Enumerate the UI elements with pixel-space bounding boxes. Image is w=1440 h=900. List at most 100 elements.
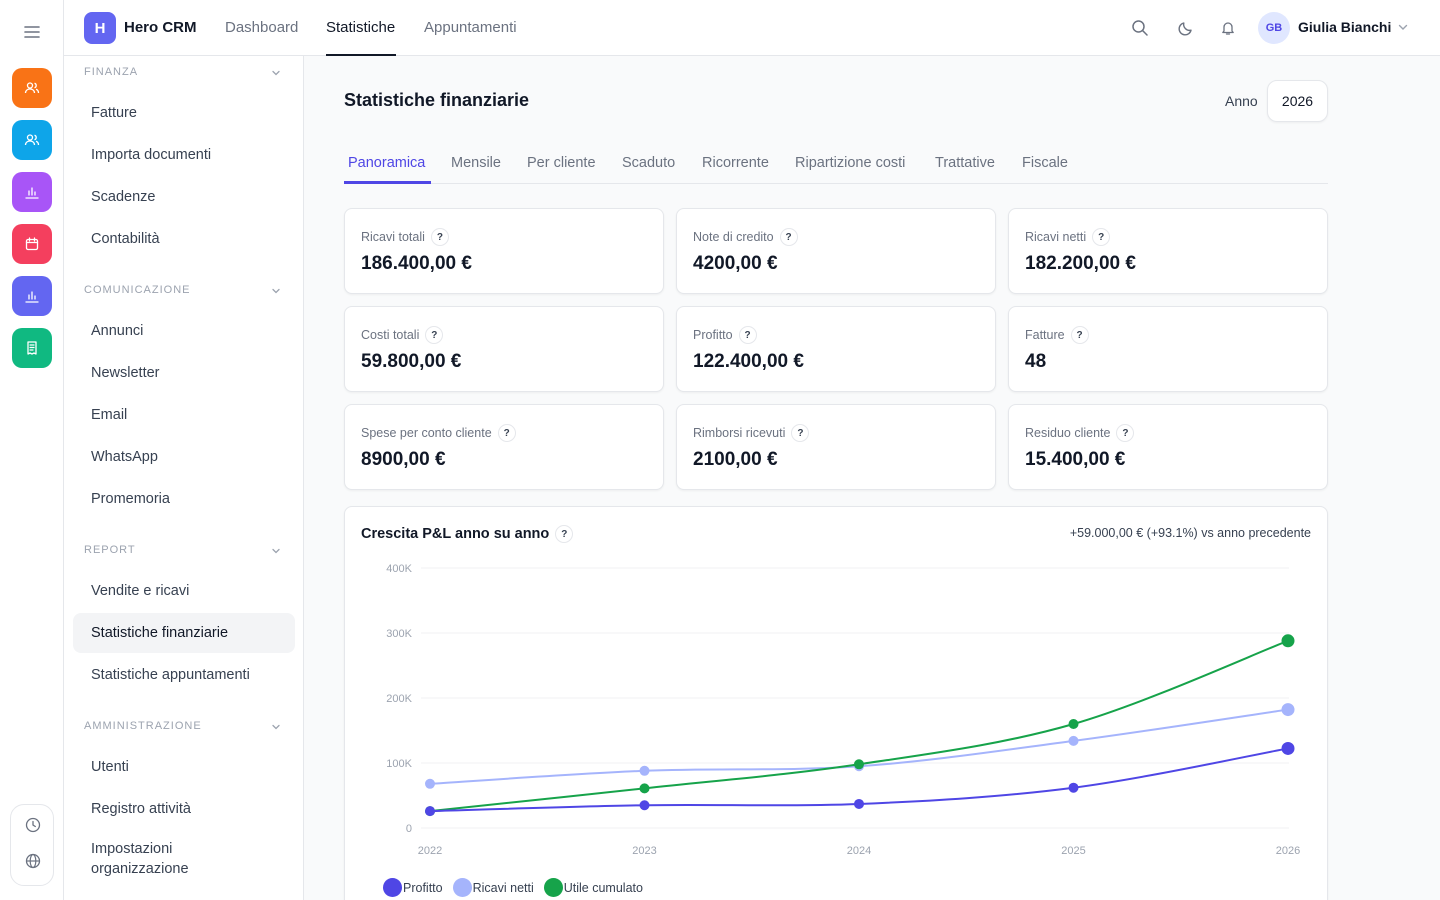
chevron-down-icon bbox=[270, 285, 282, 297]
user-name[interactable]: Giulia Bianchi bbox=[1298, 19, 1392, 35]
rail-button-finance[interactable] bbox=[12, 328, 52, 368]
legend-item[interactable]: Profitto bbox=[383, 878, 443, 897]
moon-icon[interactable] bbox=[1176, 18, 1196, 38]
data-point bbox=[1068, 735, 1079, 746]
kpi-card: Rimborsi ricevuti? 2100,00 € bbox=[676, 404, 996, 490]
sidebar-item-registro-attività[interactable]: Registro attività bbox=[91, 801, 191, 817]
kpi-card: Residuo cliente? 15.400,00 € bbox=[1008, 404, 1328, 490]
x-tick-label: 2026 bbox=[1276, 845, 1300, 857]
legend-item[interactable]: Utile cumulato bbox=[543, 878, 643, 897]
year-select[interactable]: 2026 bbox=[1267, 80, 1328, 122]
x-tick-label: 2022 bbox=[418, 845, 442, 857]
rail-button-reports[interactable] bbox=[12, 276, 52, 316]
sidebar-item-scadenze[interactable]: Scadenze bbox=[91, 189, 156, 205]
help-icon[interactable]: ? bbox=[555, 525, 574, 543]
y-tick-label: 300K bbox=[386, 628, 412, 640]
legend-item[interactable]: Ricavi netti bbox=[452, 878, 534, 897]
help-icon[interactable]: ? bbox=[425, 326, 444, 344]
bar-chart-icon bbox=[24, 184, 40, 200]
nav-appuntamenti[interactable]: Appuntamenti bbox=[424, 19, 517, 36]
kpi-label-text: Fatture bbox=[1025, 328, 1065, 342]
app-rail bbox=[0, 0, 64, 900]
kpi-label-text: Ricavi totali bbox=[361, 230, 425, 244]
menu-icon[interactable] bbox=[22, 24, 42, 40]
chevron-down-icon[interactable] bbox=[1396, 20, 1410, 34]
globe-icon[interactable] bbox=[23, 851, 43, 871]
legend-swatch bbox=[383, 878, 402, 897]
tab-fiscale[interactable]: Fiscale bbox=[1022, 155, 1068, 171]
y-tick-label: 200K bbox=[386, 693, 412, 705]
data-point bbox=[1068, 719, 1079, 729]
sidebar-item-vendite-e-ricavi[interactable]: Vendite e ricavi bbox=[91, 583, 190, 599]
kpi-value: 2100,00 € bbox=[693, 449, 778, 470]
sidebar-item-email[interactable]: Email bbox=[91, 407, 128, 423]
legend-swatch bbox=[452, 878, 472, 897]
help-icon[interactable]: ? bbox=[497, 424, 516, 442]
app-logo[interactable]: H bbox=[84, 12, 116, 44]
avatar[interactable]: GB bbox=[1258, 12, 1290, 44]
sidebar-item-contabilità[interactable]: Contabilità bbox=[91, 231, 160, 247]
sidebar-item-impostazioni-organizzazione[interactable]: Impostazioni organizzazione bbox=[91, 841, 189, 877]
rail-button-calendar[interactable] bbox=[12, 224, 52, 264]
kpi-label: Ricavi netti? bbox=[1025, 228, 1111, 246]
sidebar-item-whatsapp[interactable]: WhatsApp bbox=[91, 449, 158, 465]
tab-panoramica[interactable]: Panoramica bbox=[348, 155, 426, 171]
kpi-value: 15.400,00 € bbox=[1025, 449, 1126, 470]
help-icon[interactable]: ? bbox=[1070, 326, 1089, 344]
users-icon bbox=[24, 132, 40, 148]
year-label: Anno bbox=[1225, 93, 1258, 109]
chart-delta: +59.000,00 € (+93.1%) vs anno precedente bbox=[1069, 526, 1311, 540]
kpi-label-text: Rimborsi ricevuti bbox=[693, 426, 786, 440]
help-icon[interactable]: ? bbox=[791, 424, 810, 442]
tab-trattative[interactable]: Trattative bbox=[935, 155, 995, 171]
series-line-utile-cumulato bbox=[429, 639, 1289, 813]
kpi-card: Ricavi totali? 186.400,00 € bbox=[344, 208, 664, 294]
nav-dashboard[interactable]: Dashboard bbox=[225, 19, 299, 36]
nav-statistiche[interactable]: Statistiche bbox=[326, 19, 396, 36]
help-icon[interactable]: ? bbox=[779, 228, 798, 246]
search-icon[interactable] bbox=[1130, 18, 1150, 38]
help-icon[interactable]: ? bbox=[430, 228, 449, 246]
clock-icon[interactable] bbox=[23, 815, 43, 835]
legend-label: Ricavi netti bbox=[472, 880, 534, 895]
kpi-label: Spese per conto cliente? bbox=[361, 424, 516, 442]
rail-button-analytics[interactable] bbox=[12, 172, 52, 212]
rail-button-team[interactable] bbox=[12, 120, 52, 160]
tab-ricorrente[interactable]: Ricorrente bbox=[702, 155, 769, 171]
tab-per-cliente[interactable]: Per cliente bbox=[527, 155, 596, 171]
sidebar-section-report[interactable]: REPORT bbox=[84, 544, 284, 560]
kpi-card: Profitto? 122.400,00 € bbox=[676, 306, 996, 392]
kpi-label: Fatture? bbox=[1025, 326, 1089, 344]
brand-name[interactable]: Hero CRM bbox=[124, 19, 197, 36]
y-tick-label: 100K bbox=[386, 758, 412, 770]
bell-icon[interactable] bbox=[1218, 18, 1238, 38]
data-point bbox=[639, 783, 650, 794]
rail-button-contacts[interactable] bbox=[12, 68, 52, 108]
pl-growth-chart: 0 100K 200K 300K 400K 2022 2023 2024 2025 2026 bbox=[386, 563, 1300, 857]
sidebar-section-finanza[interactable]: FINANZA bbox=[84, 66, 284, 82]
pl-growth-card: 0 100K 200K 300K 400K 2022 2023 2024 2025 2026 Cr… bbox=[344, 506, 1328, 900]
tab-mensile[interactable]: Mensile bbox=[451, 155, 501, 171]
kpi-value: 48 bbox=[1025, 351, 1047, 372]
sidebar-item-annunci[interactable]: Annunci bbox=[91, 323, 144, 339]
sidebar-item-newsletter[interactable]: Newsletter bbox=[91, 365, 160, 381]
sidebar-section-comunicazione[interactable]: COMUNICAZIONE bbox=[84, 284, 284, 300]
tab-scaduto[interactable]: Scaduto bbox=[622, 155, 676, 171]
tab-ripartizione-costi[interactable]: Ripartizione costi bbox=[795, 155, 906, 171]
sidebar-item-statistiche-finanziarie[interactable]: Statistiche finanziarie bbox=[73, 613, 295, 653]
sidebar-item-importa-documenti[interactable]: Importa documenti bbox=[91, 147, 212, 163]
sidebar-item-utenti[interactable]: Utenti bbox=[91, 759, 129, 775]
sidebar-section-amministrazione[interactable]: AMMINISTRAZIONE bbox=[84, 720, 284, 736]
sidebar-item-statistiche-appuntamenti[interactable]: Statistiche appuntamenti bbox=[91, 667, 250, 683]
data-point bbox=[1281, 703, 1295, 717]
sidebar-item-promemoria[interactable]: Promemoria bbox=[91, 491, 170, 507]
sidebar-section-title: AMMINISTRAZIONE bbox=[84, 720, 202, 732]
kpi-value: 182.200,00 € bbox=[1025, 253, 1136, 274]
help-icon[interactable]: ? bbox=[1116, 424, 1135, 442]
help-icon[interactable]: ? bbox=[738, 326, 757, 344]
chevron-down-icon bbox=[270, 545, 282, 557]
data-point bbox=[425, 778, 435, 789]
help-icon[interactable]: ? bbox=[1092, 228, 1111, 246]
sidebar-item-fatture[interactable]: Fatture bbox=[91, 105, 137, 121]
legend-label: Profitto bbox=[403, 880, 443, 895]
